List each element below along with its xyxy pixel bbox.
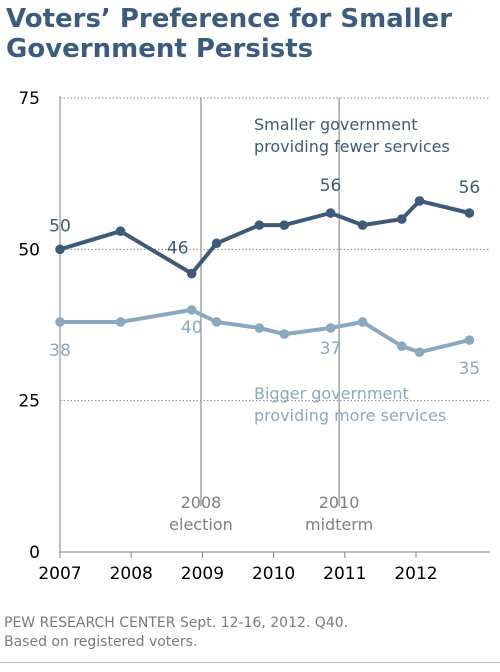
x-tick-label: 2009 [181,564,224,584]
data-point-smaller [414,196,425,206]
data-point-bigger [254,323,265,333]
y-tick-label: 50 [18,240,40,260]
data-point-bigger [396,341,407,351]
series-label-smaller: providing fewer services [254,137,450,156]
x-tick-label: 2011 [323,564,366,584]
grid-lines [60,97,490,402]
chart-title-line-2: Government Persists [6,34,314,64]
data-point-bigger [325,323,336,333]
data-point-bigger [186,305,197,315]
data-label-smaller: 50 [49,216,71,236]
data-label-bigger: 38 [49,341,71,361]
series-label-bigger: Bigger government [254,384,409,403]
data-point-smaller [186,268,197,279]
data-point-bigger [115,317,126,327]
data-labels: 50 46 56 56 38 40 37 35 Smaller government provid… [49,115,480,425]
data-label-smaller: 46 [167,239,189,259]
event-label: 2008 [181,493,222,512]
data-point-smaller [325,208,336,218]
data-label-bigger: 35 [459,359,481,379]
data-label-smaller: 56 [459,178,481,198]
data-label-bigger: 40 [181,318,203,338]
data-point-bigger [211,317,222,327]
x-tick-label: 2008 [110,564,153,584]
event-label: 2010 [319,493,360,512]
x-tick-label: 2007 [38,564,81,584]
data-point-smaller [55,244,65,255]
data-point-bigger [55,317,65,327]
data-label-bigger: 37 [320,339,342,359]
footer-divider [0,662,500,663]
series-line-bigger [58,307,472,355]
event-label: election [169,515,233,534]
source-note: PEW RESEARCH CENTER Sept. 12-16, 2012. Q… [4,614,494,652]
event-label: midterm [305,515,373,534]
axes: 0 25 50 75 2007 2008 2009 2010 2011 2012 [18,89,490,584]
y-tick-label: 25 [18,392,40,412]
data-point-bigger [414,347,425,358]
source-line-2: Based on registered voters. [4,634,198,650]
y-tick-label: 0 [29,543,40,563]
data-point-bigger [357,317,368,327]
x-tick-label: 2010 [252,564,295,584]
data-point-smaller [115,226,126,236]
series-label-smaller: Smaller government [254,115,417,134]
chart-title-line-1: Voters’ Preference for Smaller [6,4,453,34]
series-line-smaller [58,198,472,276]
event-markers: 2008 election 2010 midterm [169,98,373,534]
series-lines [55,196,475,358]
data-point-smaller [254,220,265,230]
series-label-bigger: providing more services [254,406,446,425]
data-point-smaller [357,220,368,230]
data-point-smaller [211,238,222,249]
x-tick-label: 2012 [394,564,437,584]
data-point-smaller [396,214,407,224]
source-line-1: PEW RESEARCH CENTER Sept. 12-16, 2012. Q… [4,615,349,631]
data-label-smaller: 56 [320,176,342,196]
data-point-bigger [279,329,290,339]
data-point-smaller [279,220,290,230]
y-tick-label: 75 [18,89,40,109]
data-point-smaller [464,208,475,218]
data-point-bigger [464,335,475,345]
chart-title: Voters’ Preference for Smaller Governmen… [6,4,494,64]
